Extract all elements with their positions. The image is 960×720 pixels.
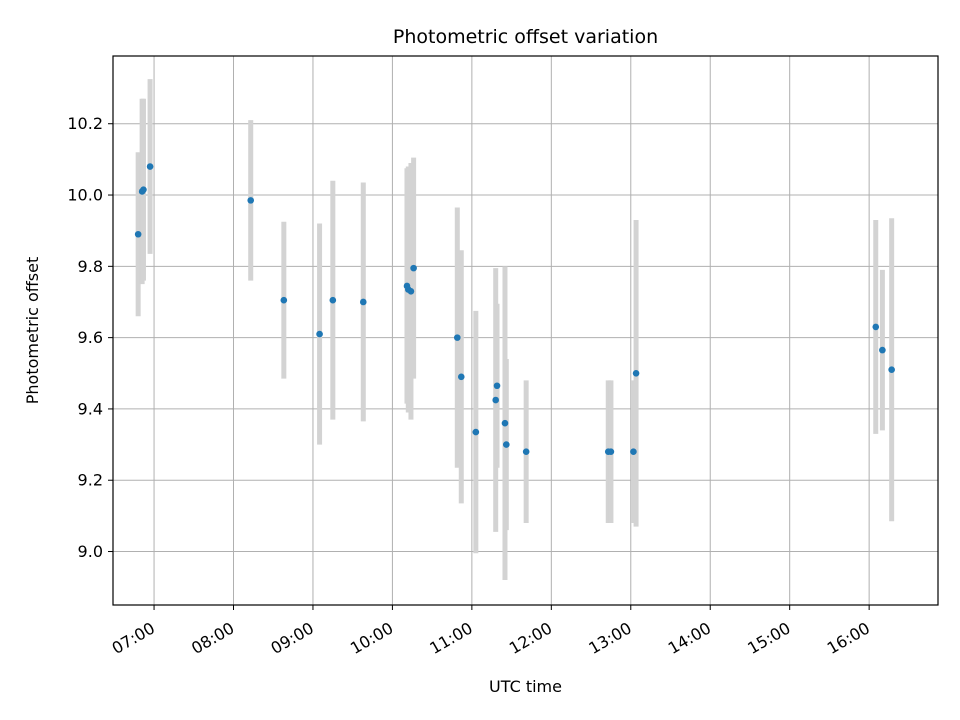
data-point bbox=[140, 186, 147, 193]
data-points bbox=[134, 163, 895, 456]
data-point bbox=[522, 448, 530, 456]
data-point bbox=[407, 287, 415, 295]
y-axis-label: Photometric offset bbox=[23, 257, 42, 405]
data-point bbox=[888, 366, 895, 374]
y-tick-label: 9.4 bbox=[78, 399, 103, 418]
data-point bbox=[146, 163, 154, 170]
data-point bbox=[457, 373, 465, 381]
data-point bbox=[316, 330, 323, 338]
data-point bbox=[472, 428, 480, 436]
plot-frame bbox=[112, 55, 939, 606]
y-tick-label: 10.2 bbox=[67, 114, 103, 133]
y-tick-label: 9.0 bbox=[78, 542, 103, 561]
data-point bbox=[632, 369, 640, 377]
data-point bbox=[134, 230, 142, 238]
data-point bbox=[280, 296, 288, 304]
data-point bbox=[454, 334, 461, 341]
x-axis-label: UTC time bbox=[489, 677, 562, 696]
data-point bbox=[359, 298, 367, 306]
axis-ticks: 07:00 08:00 09:00 10:00 11:00 12:00 13:00 14:00… bbox=[67, 114, 873, 658]
data-point bbox=[410, 264, 417, 272]
data-point bbox=[492, 396, 500, 404]
data-point bbox=[607, 448, 615, 456]
data-point bbox=[879, 346, 886, 354]
data-point bbox=[493, 382, 501, 390]
y-tick-label: 9.2 bbox=[78, 471, 103, 490]
data-point bbox=[329, 296, 337, 304]
data-point bbox=[872, 323, 880, 331]
y-tick-label: 10.0 bbox=[67, 186, 103, 205]
data-point bbox=[501, 419, 509, 427]
y-tick-label: 9.6 bbox=[78, 328, 103, 347]
chart-title: Photometric offset variation bbox=[393, 26, 658, 48]
y-tick-label: 9.8 bbox=[78, 257, 103, 276]
data-point bbox=[502, 441, 510, 448]
data-point bbox=[247, 197, 255, 204]
data-point bbox=[630, 448, 637, 456]
